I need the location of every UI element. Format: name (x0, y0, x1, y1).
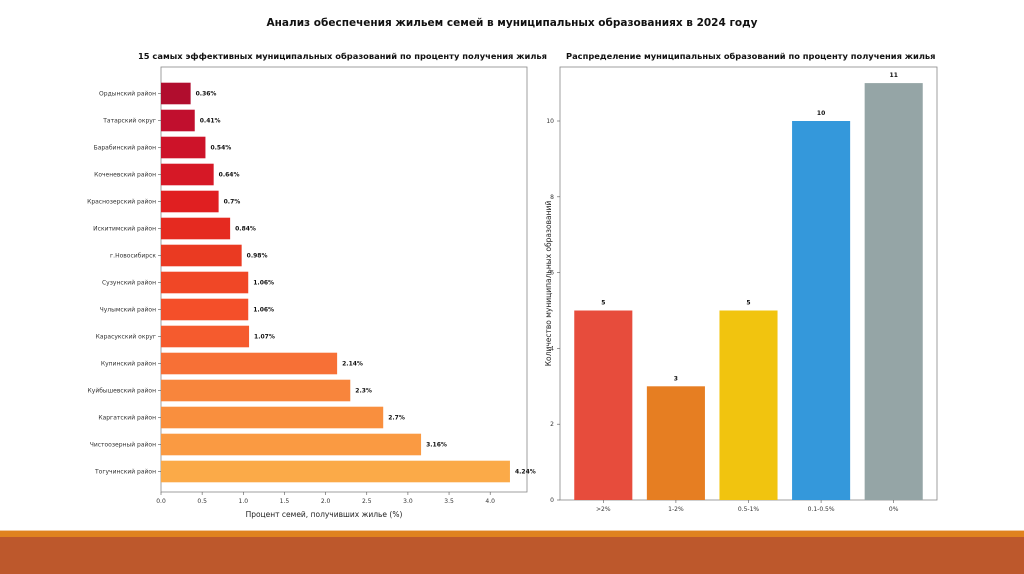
y-tick-label: г.Новосибирск (110, 253, 156, 260)
data-label: 0.54% (210, 145, 231, 152)
data-label: 3.16% (426, 442, 447, 449)
x-tick-label: 2.0 (321, 498, 331, 505)
data-label: 0.64% (219, 172, 240, 179)
x-tick-label: 4.0 (485, 498, 495, 505)
x-tick-label: 0.0 (156, 498, 166, 505)
x-axis-label: Процент семей, получивших жилье (%) (246, 510, 403, 519)
right-chart-title: Распределение муниципальных образований … (566, 51, 936, 61)
data-label: 1.07% (254, 334, 275, 341)
data-label: 11 (890, 72, 898, 79)
data-label: 0.36% (196, 91, 217, 98)
bar (646, 386, 705, 500)
x-tick-label: 3.0 (403, 498, 413, 505)
y-tick-label: 8 (550, 194, 554, 201)
bar (161, 352, 338, 375)
data-label: 5 (746, 300, 750, 307)
x-tick-label: 1-2% (668, 506, 684, 513)
bar (161, 244, 242, 267)
y-tick-label: Ордынский район (99, 91, 156, 98)
y-tick-label: Барабинский район (94, 145, 156, 152)
left-chart-title: 15 самых эффективных муниципальных образ… (138, 51, 547, 61)
page-title: Анализ обеспечения жильем семей в муници… (266, 17, 758, 29)
data-label: 3 (674, 375, 678, 382)
y-tick-label: 6 (550, 270, 554, 277)
x-tick-label: 1.0 (239, 498, 249, 505)
right-bar-chart: 5 >2% 3 1-2% 5 0.5-1% 10 0.1-0.5% 11 0% 0 2 4 6 8 10 Кол… (544, 66, 938, 513)
left-bar-chart: Ордынский район 0.36% Татарский округ 0.41%… (87, 66, 536, 519)
x-tick-label: 0.5 (197, 498, 207, 505)
bar (161, 136, 206, 159)
y-tick-label: 0 (550, 497, 554, 504)
bar (161, 460, 510, 483)
y-tick-label: Чистоозерный район (90, 442, 156, 449)
bar (574, 310, 633, 500)
y-axis-label: Количество муниципальных образований (544, 201, 553, 367)
y-tick-label: Краснозерский район (87, 199, 156, 206)
y-tick-label: 4 (550, 345, 554, 352)
bar (161, 271, 249, 294)
x-tick-label: 2.5 (362, 498, 372, 505)
y-tick-label: Каргатский район (98, 415, 156, 422)
y-tick-label: Карасукский округ (96, 334, 156, 341)
bar (864, 83, 923, 500)
bar (161, 406, 384, 429)
bar (161, 325, 250, 348)
data-label: 2.7% (388, 415, 405, 422)
bar (161, 379, 351, 402)
data-label: 1.06% (253, 307, 274, 314)
bar (792, 121, 851, 500)
bar (161, 433, 422, 456)
bar (161, 190, 219, 213)
y-tick-label: Куйбышевский район (88, 388, 157, 395)
x-tick-label: 0% (889, 506, 899, 513)
x-tick-label: 3.5 (444, 498, 454, 505)
bar (719, 310, 778, 500)
y-tick-label: Искитимский район (93, 226, 156, 233)
bar (161, 163, 214, 186)
bar (161, 298, 249, 321)
data-label: 0.98% (247, 253, 268, 260)
data-label: 1.06% (253, 280, 274, 287)
footer-divider (0, 530, 1024, 531)
data-label: 0.7% (224, 199, 241, 206)
bar (161, 217, 231, 240)
y-tick-label: Купинский район (101, 361, 156, 368)
footer-band (0, 537, 1024, 574)
x-tick-label: 1.5 (280, 498, 290, 505)
data-label: 0.41% (200, 118, 221, 125)
y-tick-label: Тогучинский район (94, 469, 156, 476)
y-tick-label: Коченевский район (94, 172, 156, 179)
data-label: 2.3% (355, 388, 372, 395)
data-label: 2.14% (342, 361, 363, 368)
y-tick-label: Татарский округ (102, 118, 156, 125)
y-tick-label: 10 (546, 118, 554, 125)
data-label: 4.24% (515, 469, 536, 476)
bar (161, 82, 191, 105)
x-tick-label: >2% (596, 506, 611, 513)
bar (161, 109, 195, 132)
x-tick-label: 0.5-1% (738, 506, 760, 513)
footer-stripe (0, 531, 1024, 537)
x-tick-label: 0.1-0.5% (808, 506, 835, 513)
y-tick-label: Чулымский район (100, 307, 156, 314)
data-label: 5 (601, 300, 605, 307)
data-label: 0.84% (235, 226, 256, 233)
y-tick-label: Сузунский район (102, 280, 156, 287)
y-tick-label: 2 (550, 421, 554, 428)
data-label: 10 (817, 110, 825, 117)
